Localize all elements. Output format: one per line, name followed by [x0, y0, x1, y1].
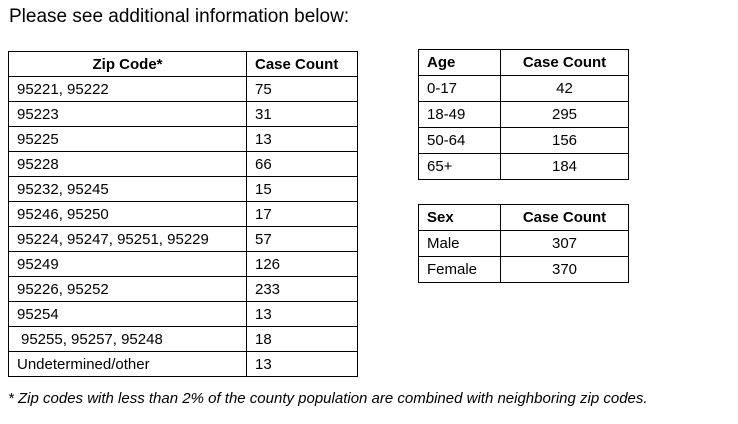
column-header-age: Age [418, 49, 501, 76]
table-header-row: Zip Code* Case Count [8, 51, 358, 77]
column-header-sex: Sex [418, 204, 501, 231]
count-cell: 307 [500, 230, 629, 257]
column-header-case-count: Case Count [246, 51, 358, 77]
table-row: 50-64 156 [418, 127, 629, 154]
table-row: 95232, 95245 15 [8, 176, 358, 202]
age-cell: 18-49 [418, 101, 501, 128]
table-row: 65+ 184 [418, 153, 629, 180]
count-cell: 295 [500, 101, 629, 128]
zip-code-table: Zip Code* Case Count 95221, 95222 75 952… [8, 51, 358, 377]
zip-cell: 95254 [8, 301, 247, 327]
age-table: Age Case Count 0-17 42 18-49 295 50-64 1… [418, 49, 629, 180]
count-cell: 233 [246, 276, 358, 302]
table-row: 95249 126 [8, 251, 358, 277]
zip-cell: 95224, 95247, 95251, 95229 [8, 226, 247, 252]
zip-cell: 95225 [8, 126, 247, 152]
count-cell: 66 [246, 151, 358, 177]
zip-cell: 95255, 95257, 95248 [8, 326, 247, 352]
table-row: 95254 13 [8, 301, 358, 327]
table-row: 95228 66 [8, 151, 358, 177]
table-row: 95255, 95257, 95248 18 [8, 326, 358, 352]
count-cell: 31 [246, 101, 358, 127]
zip-cell: 95226, 95252 [8, 276, 247, 302]
count-cell: 17 [246, 201, 358, 227]
table-header-row: Age Case Count [418, 49, 629, 76]
zip-cell: Undetermined/other [8, 351, 247, 377]
table-header-row: Sex Case Count [418, 204, 629, 231]
count-cell: 42 [500, 75, 629, 102]
column-header-zip-code: Zip Code* [8, 51, 247, 77]
count-cell: 13 [246, 351, 358, 377]
age-cell: 0-17 [418, 75, 501, 102]
sex-table: Sex Case Count Male 307 Female 370 [418, 204, 629, 283]
column-header-case-count: Case Count [500, 204, 629, 231]
table-row: 95225 13 [8, 126, 358, 152]
zip-cell: 95228 [8, 151, 247, 177]
sex-cell: Female [418, 256, 501, 283]
count-cell: 57 [246, 226, 358, 252]
count-cell: 15 [246, 176, 358, 202]
intro-text: Please see additional information below: [9, 6, 350, 27]
age-cell: 65+ [418, 153, 501, 180]
count-cell: 126 [246, 251, 358, 277]
table-row: 95224, 95247, 95251, 95229 57 [8, 226, 358, 252]
table-row: Male 307 [418, 230, 629, 257]
table-row: 95223 31 [8, 101, 358, 127]
table-row: 95246, 95250 17 [8, 201, 358, 227]
table-row: Undetermined/other 13 [8, 351, 358, 377]
table-row: Female 370 [418, 256, 629, 283]
table-row: 0-17 42 [418, 75, 629, 102]
count-cell: 184 [500, 153, 629, 180]
table-row: 18-49 295 [418, 101, 629, 128]
sex-cell: Male [418, 230, 501, 257]
zip-cell: 95246, 95250 [8, 201, 247, 227]
zip-cell: 95221, 95222 [8, 76, 247, 102]
footnote: * Zip codes with less than 2% of the cou… [8, 390, 648, 407]
count-cell: 13 [246, 126, 358, 152]
count-cell: 75 [246, 76, 358, 102]
count-cell: 370 [500, 256, 629, 283]
count-cell: 156 [500, 127, 629, 154]
age-cell: 50-64 [418, 127, 501, 154]
zip-cell: 95249 [8, 251, 247, 277]
count-cell: 18 [246, 326, 358, 352]
table-row: 95226, 95252 233 [8, 276, 358, 302]
zip-cell: 95232, 95245 [8, 176, 247, 202]
table-row: 95221, 95222 75 [8, 76, 358, 102]
zip-cell: 95223 [8, 101, 247, 127]
count-cell: 13 [246, 301, 358, 327]
column-header-case-count: Case Count [500, 49, 629, 76]
